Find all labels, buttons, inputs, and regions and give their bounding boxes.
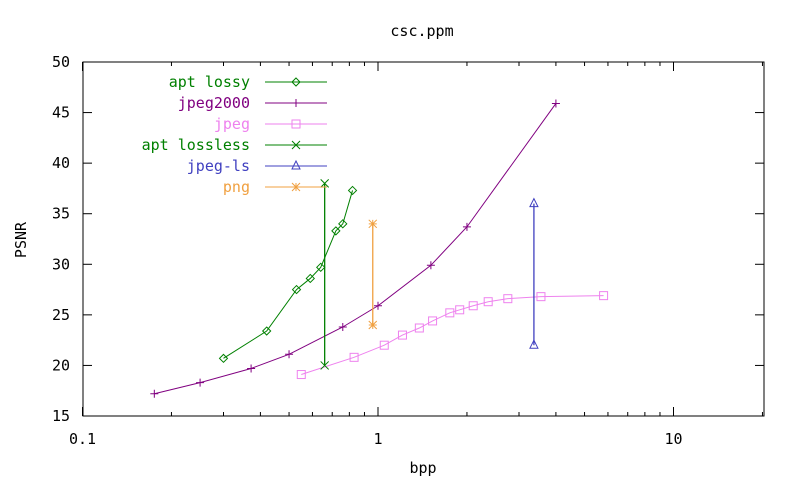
x-tick-label: 0.1: [69, 430, 96, 448]
legend-item: jpeg2000: [178, 94, 327, 112]
y-axis-label: PSNR: [12, 221, 30, 258]
legend-label: jpeg2000: [178, 94, 250, 112]
y-tick-label: 20: [52, 356, 70, 374]
legend-label: png: [223, 178, 250, 196]
series-apt-lossless: [320, 179, 330, 370]
y-tick-label: 25: [52, 306, 70, 324]
legend-label: jpeg: [214, 115, 250, 133]
legend-item: apt lossless: [142, 136, 327, 154]
y-tick-label: 30: [52, 255, 70, 273]
y-axis: 15 20 25 30 35 40 45 50: [52, 53, 764, 425]
legend-label: jpeg-ls: [187, 157, 250, 175]
series-group: [150, 99, 609, 398]
plot-frame: [82, 61, 765, 417]
y-tick-label: 35: [52, 205, 70, 223]
x-axis-label: bpp: [409, 459, 436, 477]
x-tick-label: 10: [664, 430, 682, 448]
x-axis: 0.1 1 10: [69, 62, 763, 448]
legend: apt lossy jpeg2000 jpeg apt lossless jpeg-ls…: [142, 73, 327, 196]
y-tick-label: 40: [52, 154, 70, 172]
legend-item: jpeg-ls: [187, 157, 327, 175]
series-jpeg-ls: [529, 197, 539, 349]
legend-item: png: [223, 178, 327, 196]
x-tick-label: 1: [373, 430, 382, 448]
legend-item: jpeg: [214, 115, 327, 133]
chart-title: csc.ppm: [390, 22, 453, 40]
y-tick-label: 45: [52, 104, 70, 122]
series-png: [368, 219, 378, 330]
series-jpeg2000: [150, 99, 560, 398]
legend-item: apt lossy: [169, 73, 327, 91]
y-tick-label: 50: [52, 53, 70, 71]
y-tick-label: 15: [52, 407, 70, 425]
series-apt-lossy: [218, 185, 358, 364]
series-jpeg: [296, 291, 609, 380]
legend-label: apt lossless: [142, 136, 250, 154]
legend-label: apt lossy: [169, 73, 250, 91]
